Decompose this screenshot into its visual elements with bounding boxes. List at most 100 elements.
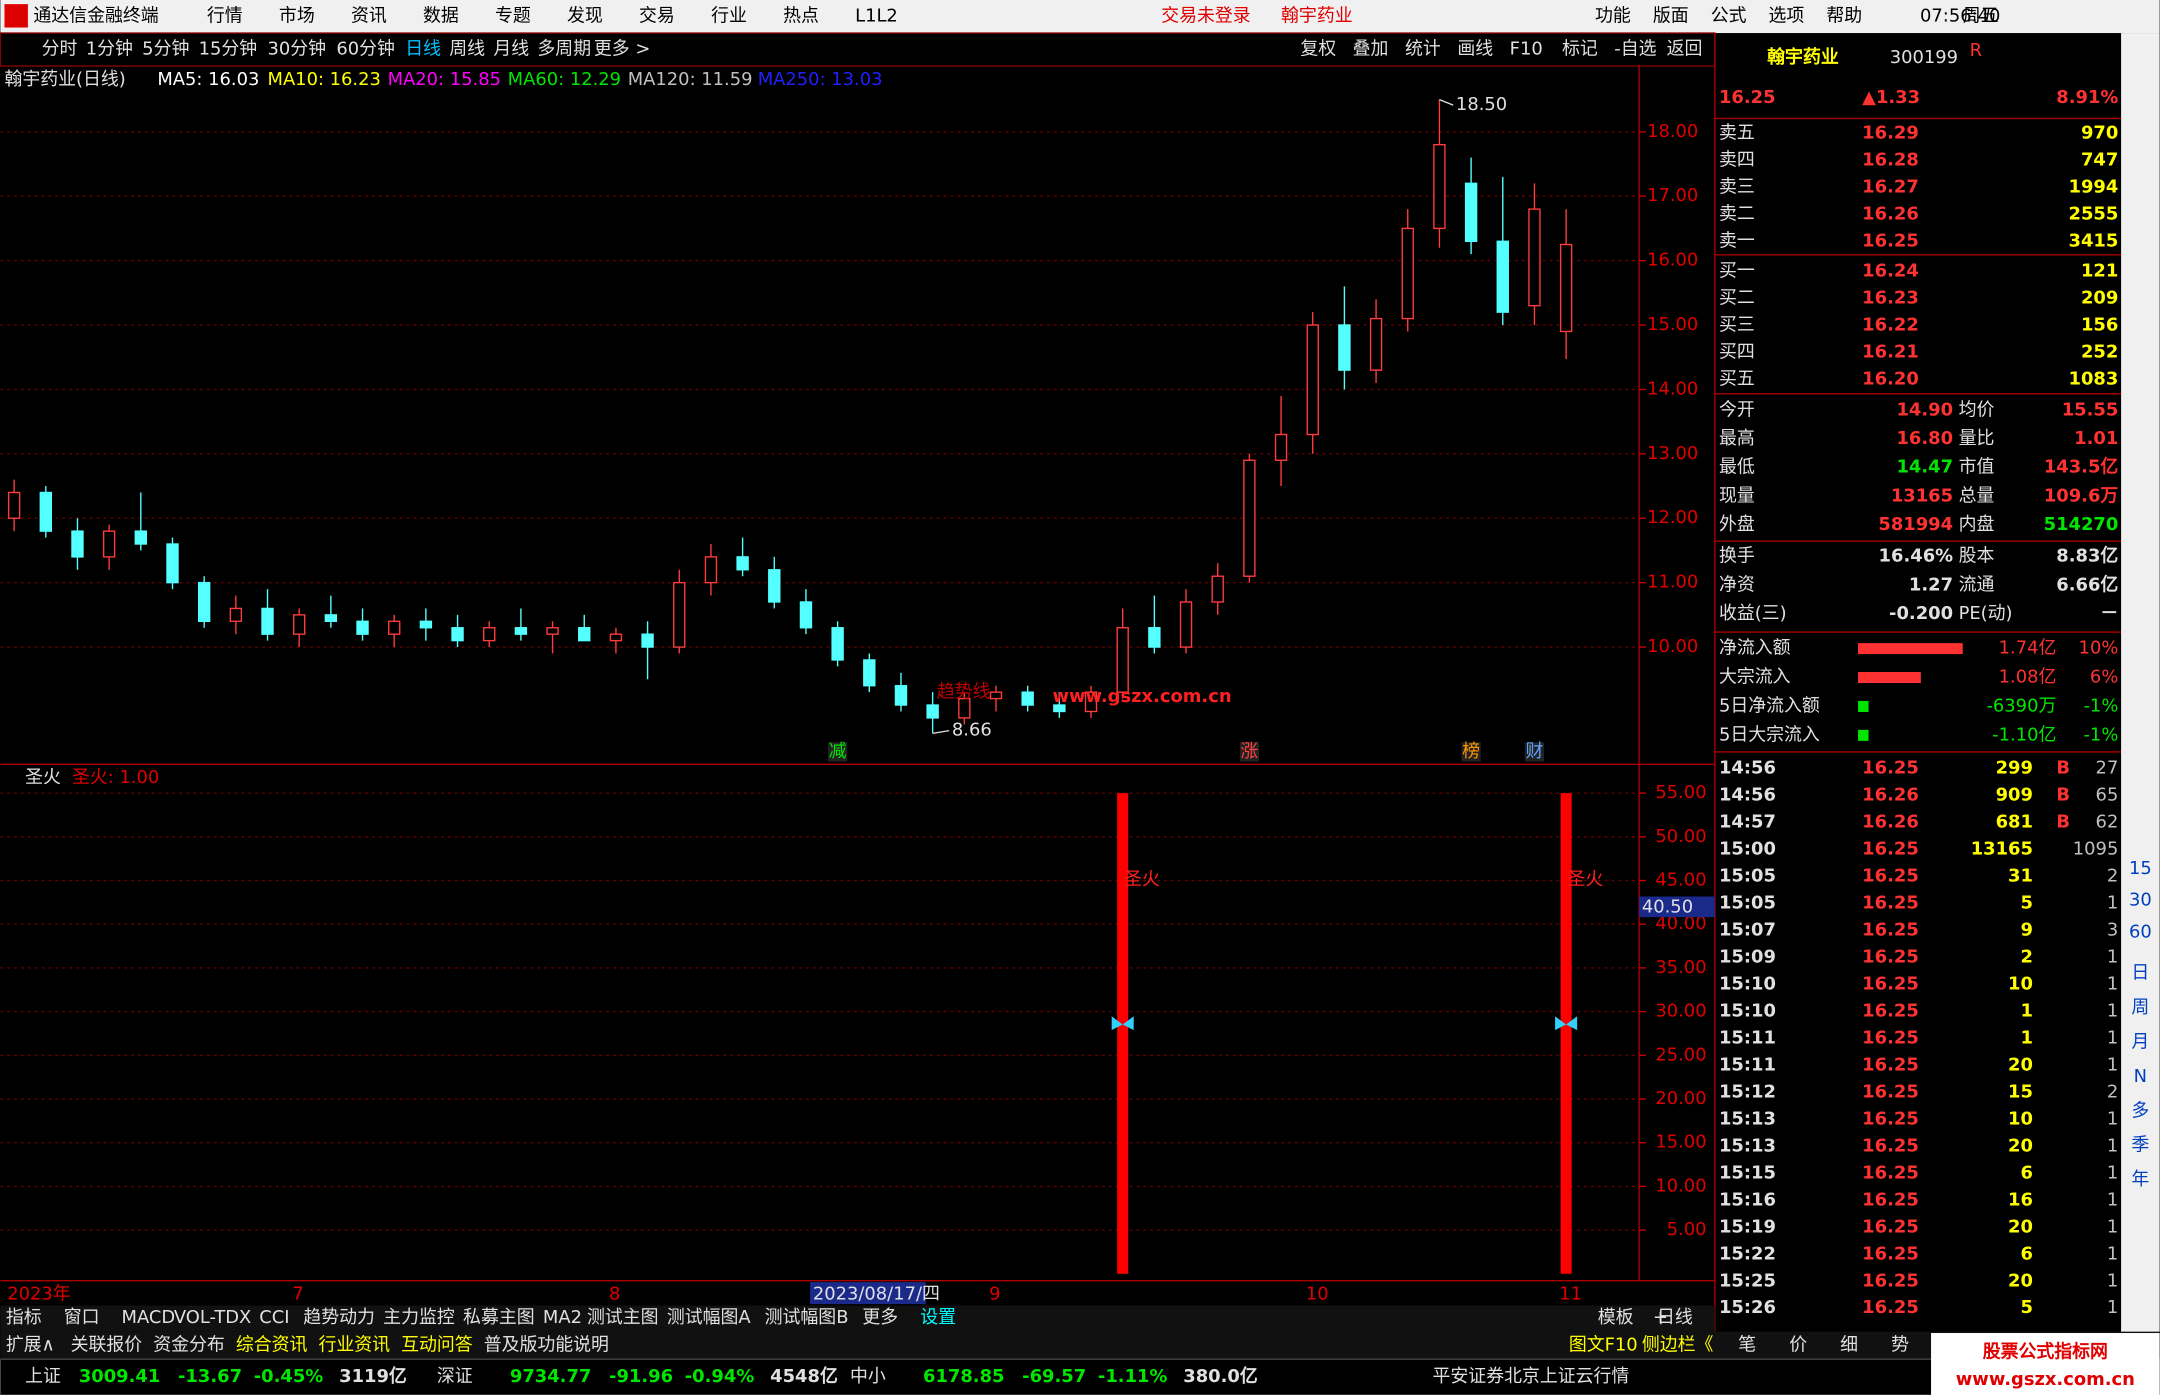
menu-item[interactable]: 市场 [279,6,315,27]
tab[interactable]: 势 [1891,1334,1909,1355]
tab[interactable]: 测试幅图A [667,1307,752,1328]
flow-bar [1858,729,1869,741]
tab[interactable]: 私募主图 [463,1307,535,1328]
menu-item[interactable]: 发现 [567,6,603,27]
tool-button[interactable]: 返回 [1667,39,1703,60]
event-tag[interactable]: 减 [829,741,847,762]
tab[interactable]: 主力监控 [383,1307,455,1328]
side-icon[interactable]: 月 [2131,1031,2149,1052]
side-icon[interactable]: 季 [2131,1135,2149,1156]
event-tag[interactable]: 涨 [1240,741,1258,762]
menu-item[interactable]: 功能 [1595,6,1631,27]
period-tab[interactable]: 5分钟 [142,39,189,60]
side-icon[interactable]: 周 [2131,997,2149,1018]
book-volume: 747 [2081,150,2118,171]
menu-bar [0,0,2160,34]
tab[interactable]: 关联报价 [71,1334,143,1355]
tab[interactable]: 普及版功能说明 [484,1334,609,1355]
indicator-name: 圣火 [25,767,61,788]
flow-value: 1.08亿 [1999,667,2057,688]
tool-button[interactable]: 统计 [1405,39,1441,60]
stat-value: -0.200 [1889,603,1953,624]
tool-button[interactable]: 复权 [1300,39,1336,60]
menu-item[interactable]: 行情 [207,6,243,27]
stat-value: 581994 [1878,514,1953,535]
period-tab[interactable]: 30分钟 [268,39,327,60]
tab[interactable]: 测试主图 [587,1307,659,1328]
period-tab[interactable]: 月线 [493,39,529,60]
tool-button[interactable]: 标记 [1562,39,1598,60]
menu-item[interactable]: 数据 [423,6,459,27]
tab[interactable]: 行业资讯 [318,1334,390,1355]
tab[interactable]: 图文F10 [1569,1334,1638,1355]
tab[interactable]: 日线 [1657,1307,1693,1328]
stat-value: 16.80 [1896,428,1953,449]
tick-time: 15:05 [1719,865,1776,886]
tick-count: 65 [2096,784,2119,805]
tab[interactable]: 笔 [1738,1334,1756,1355]
side-icon[interactable]: 60 [2129,921,2152,942]
flow-bar [1858,700,1869,712]
period-tab[interactable]: 周线 [449,39,485,60]
period-tab[interactable]: 更多 > [594,39,650,60]
menu-item[interactable]: 交易 [639,6,675,27]
tab[interactable]: 指标 [6,1307,42,1328]
watermark: www.gszx.com.cn [1052,686,1231,707]
tab[interactable]: 窗口 [64,1307,100,1328]
menu-item[interactable]: 公式 [1711,6,1747,27]
tab[interactable]: 扩展∧ [6,1334,55,1355]
tool-button[interactable]: F10 [1510,39,1543,60]
tab[interactable]: VOL-TDX [174,1307,251,1328]
logo-text: 股票公式指标网 [1982,1340,2108,1362]
tab[interactable]: 综合资讯 [236,1334,308,1355]
menu-item[interactable]: 帮助 [1826,6,1862,27]
menu-item[interactable]: 专题 [495,6,531,27]
event-tag[interactable]: 财 [1525,741,1543,762]
tab[interactable]: 细 [1840,1334,1858,1355]
menu-item[interactable]: 版面 [1653,6,1689,27]
menu-item[interactable]: L1L2 [855,6,898,27]
tab[interactable]: 资金分布 [153,1334,225,1355]
menu-item[interactable]: 热点 [783,6,819,27]
book-label: 卖一 [1719,231,1755,252]
tool-button[interactable]: 叠加 [1353,39,1389,60]
tab[interactable]: 测试幅图B [765,1307,849,1328]
tab[interactable]: 互动问答 [401,1334,473,1355]
tick-volume: 2 [2020,946,2032,967]
side-icon[interactable]: 日 [2131,963,2149,984]
tab[interactable]: 侧边栏《 [1642,1334,1714,1355]
tab[interactable]: MA2 [543,1307,582,1328]
tab[interactable]: + [1653,1307,1668,1328]
period-tab[interactable]: 日线 [405,39,441,60]
flow-value: -6390万 [1986,695,2056,716]
tick-price: 16.25 [1862,1081,1919,1102]
period-tab[interactable]: 多周期 [537,39,591,60]
side-icon[interactable]: 30 [2129,890,2152,911]
menu-item[interactable]: 选项 [1769,6,1805,27]
flow-pct: 10% [2079,638,2119,659]
period-tab[interactable]: 1分钟 [86,39,133,60]
stat-label: 最低 [1719,457,1755,478]
side-icon[interactable]: 年 [2131,1169,2149,1190]
tab[interactable]: CCI [259,1307,289,1328]
tab[interactable]: 设置 [920,1307,956,1328]
tool-button[interactable]: -自选 [1614,39,1656,60]
side-icon[interactable]: 15 [2129,858,2152,879]
candle-body [799,601,813,629]
tab[interactable]: MACD [122,1307,176,1328]
side-icon[interactable]: N [2134,1066,2147,1087]
tab[interactable]: 趋势动力 [303,1307,375,1328]
menu-item[interactable]: 资讯 [351,6,387,27]
period-tab[interactable]: 分时 [42,39,78,60]
tool-button[interactable]: 画线 [1457,39,1493,60]
tab[interactable]: 更多 [862,1307,898,1328]
side-icon[interactable]: 多 [2131,1100,2149,1121]
period-tab[interactable]: 15分钟 [199,39,258,60]
tab[interactable]: 价 [1789,1334,1807,1355]
period-tab[interactable]: 60分钟 [336,39,395,60]
event-tag[interactable]: 榜 [1462,741,1480,762]
tab[interactable]: 模板 [1598,1307,1634,1328]
book-price: 16.25 [1862,231,1919,252]
menu-item[interactable]: 行业 [711,6,747,27]
